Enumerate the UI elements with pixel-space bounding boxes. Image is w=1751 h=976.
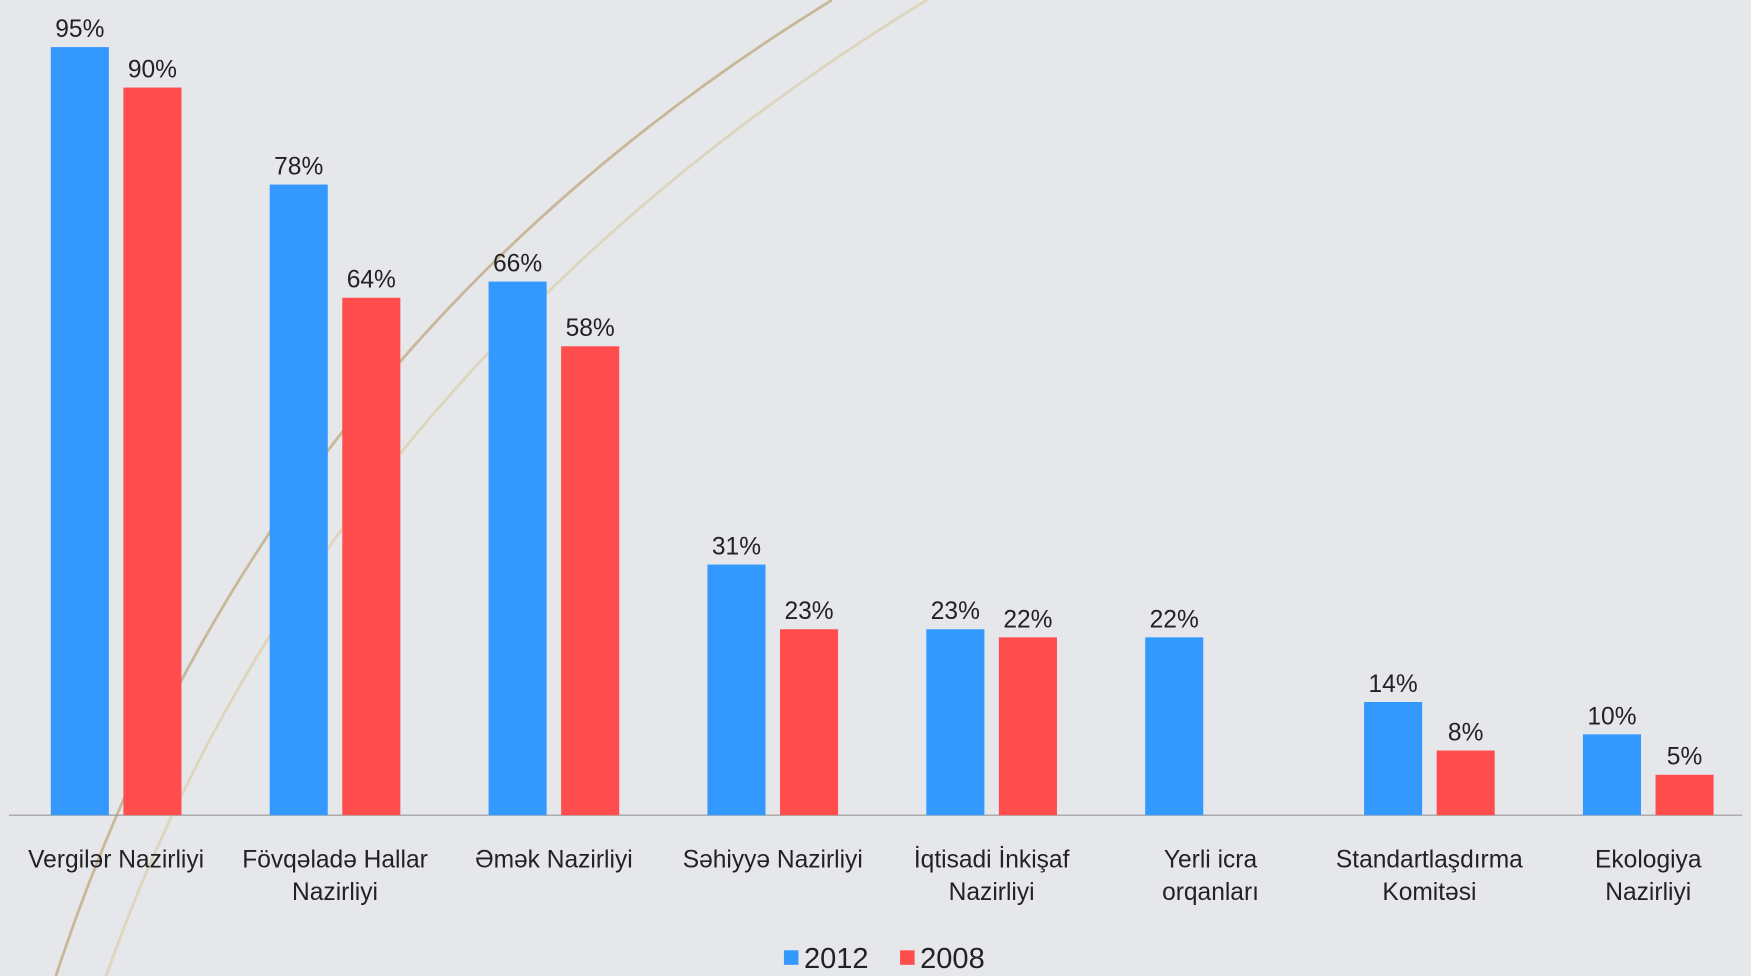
legend-label: 2008 [920, 943, 985, 975]
bar [780, 629, 839, 816]
data-label: 23% [931, 598, 980, 625]
x-tick-label: Standartlaşdırma Komitəsi [1336, 847, 1523, 906]
data-label: 14% [1369, 671, 1418, 698]
data-label: 22% [1150, 606, 1199, 633]
data-label: 78% [274, 154, 323, 181]
bar [269, 184, 328, 816]
data-label: 90% [128, 56, 177, 83]
bar [342, 297, 401, 816]
x-tick-label: İqtisadi İnkişaf Nazirliyi [914, 847, 1070, 906]
data-label: 5% [1667, 744, 1702, 771]
bar [926, 629, 985, 816]
data-label: 58% [566, 315, 615, 342]
x-tick-label: Ekologiya Nazirliyi [1595, 847, 1702, 906]
bar [998, 637, 1057, 816]
legend-label: 2012 [804, 943, 869, 975]
bar [123, 87, 182, 816]
bar [50, 47, 109, 816]
data-label: 8% [1448, 719, 1483, 746]
bar [1145, 637, 1204, 816]
data-label: 31% [712, 534, 761, 561]
bar [561, 346, 620, 816]
data-label: 10% [1587, 703, 1636, 730]
legend-swatch [783, 950, 799, 965]
x-tick-label: Fövqəladə Hallar Nazirliyi [242, 847, 428, 906]
x-tick-label: Yerli icra orqanları [1162, 847, 1259, 906]
bar [1364, 702, 1423, 816]
bar [707, 564, 766, 816]
bar [1582, 734, 1642, 816]
legend-swatch [900, 950, 915, 965]
data-label: 22% [1003, 606, 1052, 633]
data-label: 95% [55, 16, 104, 43]
data-label: 64% [347, 267, 396, 294]
x-tick-label: Əmək Nazirliyi [475, 847, 633, 874]
bar [488, 281, 547, 816]
x-tick-label: Vergilər Nazirliyi [28, 847, 204, 874]
bar [1655, 774, 1714, 816]
x-tick-label: Səhiyyə Nazirliyi [683, 847, 863, 874]
data-label: 66% [493, 251, 542, 278]
bar [1436, 750, 1495, 816]
data-label: 23% [784, 598, 833, 625]
